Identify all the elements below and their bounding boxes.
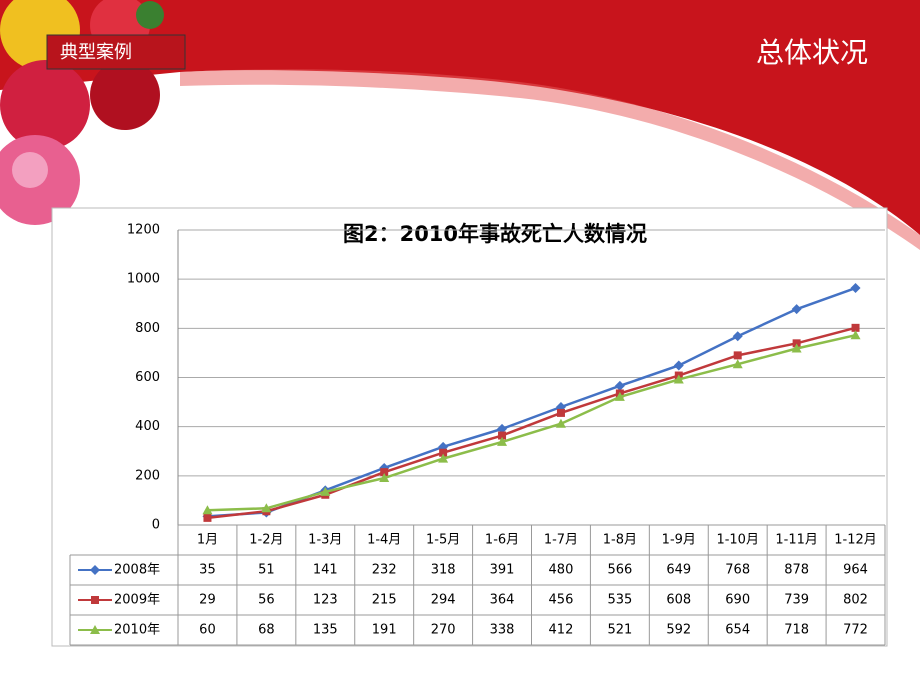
legend-marker <box>90 565 100 575</box>
banner-edge <box>180 69 920 251</box>
table-value: 649 <box>666 563 691 578</box>
marker <box>203 513 212 522</box>
y-tick-label: 0 <box>152 518 160 533</box>
table-value: 654 <box>725 623 750 638</box>
table-value: 338 <box>490 623 515 638</box>
x-tick-label: 1月 <box>197 533 218 548</box>
marker <box>556 408 565 417</box>
y-tick-label: 1200 <box>127 223 160 238</box>
x-tick-label: 1-4月 <box>367 533 401 548</box>
marker <box>202 505 213 515</box>
table-value: 294 <box>431 593 456 608</box>
y-tick-label: 1000 <box>127 272 160 287</box>
x-tick-label: 1-3月 <box>308 533 342 548</box>
x-tick-label: 1-12月 <box>834 533 877 548</box>
table-value: 521 <box>607 623 632 638</box>
x-tick-label: 1-7月 <box>544 533 578 548</box>
legend-label: 2009年 <box>114 593 160 608</box>
table-value: 456 <box>549 593 574 608</box>
table-value: 964 <box>843 563 868 578</box>
x-tick-label: 1-8月 <box>603 533 637 548</box>
y-tick-label: 600 <box>135 370 160 385</box>
x-tick-label: 1-2月 <box>249 533 283 548</box>
marker <box>555 418 566 428</box>
marker <box>791 304 802 315</box>
table-value: 60 <box>199 623 216 638</box>
marker <box>851 323 860 332</box>
marker <box>320 486 331 496</box>
marker <box>498 431 507 440</box>
table-value: 191 <box>372 623 397 638</box>
x-tick-label: 1-9月 <box>662 533 696 548</box>
marker <box>850 330 861 340</box>
marker <box>438 453 449 463</box>
marker <box>850 283 861 294</box>
marker <box>791 343 802 353</box>
marker <box>261 503 272 513</box>
legend-label: 2010年 <box>114 623 160 638</box>
x-tick-label: 1-11月 <box>775 533 818 548</box>
marker <box>379 473 390 483</box>
marker <box>614 380 625 391</box>
red-banner <box>0 0 920 235</box>
marker <box>673 360 684 371</box>
x-tick-label: 1-5月 <box>426 533 460 548</box>
table-value: 29 <box>199 593 216 608</box>
y-tick-label: 800 <box>135 321 160 336</box>
marker <box>380 468 389 477</box>
table-value: 690 <box>725 593 750 608</box>
y-tick-label: 400 <box>135 419 160 434</box>
table-value: 535 <box>607 593 632 608</box>
table-value: 135 <box>313 623 338 638</box>
marker <box>497 423 508 434</box>
chart-title: 图2：2010年事故死亡人数情况 <box>343 222 647 246</box>
table-value: 56 <box>258 593 275 608</box>
table-value: 51 <box>258 563 275 578</box>
series-line <box>207 326 856 520</box>
legend-marker <box>90 625 100 634</box>
table-value: 68 <box>258 623 275 638</box>
table-value: 608 <box>666 593 691 608</box>
table-value: 318 <box>431 563 456 578</box>
table-value: 566 <box>607 563 632 578</box>
series-line <box>207 333 856 512</box>
marker <box>732 331 743 342</box>
marker <box>733 351 742 360</box>
table-value: 141 <box>313 563 338 578</box>
table-value: 391 <box>490 563 515 578</box>
marker <box>439 448 448 457</box>
table-value: 592 <box>666 623 691 638</box>
x-tick-label: 1-10月 <box>716 533 759 548</box>
table-value: 772 <box>843 623 868 638</box>
table-value: 123 <box>313 593 338 608</box>
table-value: 768 <box>725 563 750 578</box>
table-value: 412 <box>549 623 574 638</box>
table-value: 35 <box>199 563 216 578</box>
marker <box>732 359 743 369</box>
table-value: 802 <box>843 593 868 608</box>
table-value: 718 <box>784 623 809 638</box>
table-value: 232 <box>372 563 397 578</box>
marker <box>792 339 801 348</box>
slide-title: 总体状况 <box>756 36 868 69</box>
table-value: 480 <box>549 563 574 578</box>
table-value: 215 <box>372 593 397 608</box>
marker <box>614 391 625 401</box>
table-value: 270 <box>431 623 456 638</box>
table-value: 364 <box>490 593 515 608</box>
marker <box>673 374 684 384</box>
marker <box>497 436 508 446</box>
table-value: 878 <box>784 563 809 578</box>
legend-label: 2008年 <box>114 563 160 578</box>
y-tick-label: 200 <box>135 468 160 483</box>
tag-text: 典型案例 <box>60 42 132 63</box>
x-tick-label: 1-6月 <box>485 533 519 548</box>
tag-box <box>46 34 186 70</box>
table-value: 739 <box>784 593 809 608</box>
legend-marker <box>91 596 99 604</box>
